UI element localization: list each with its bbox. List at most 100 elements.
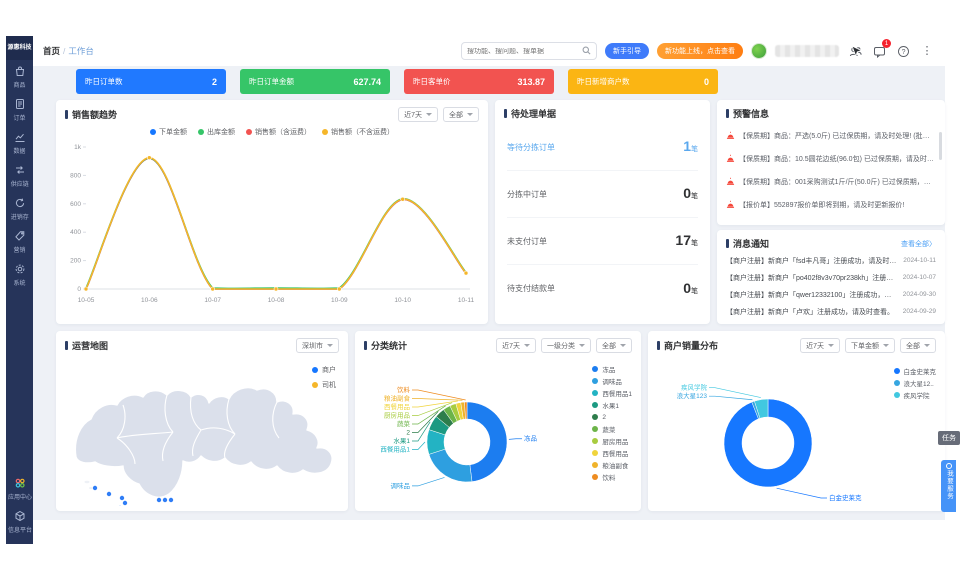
data-point[interactable] (463, 270, 469, 276)
legend-item[interactable]: 出库金额 (198, 127, 235, 137)
data-point[interactable] (210, 286, 215, 292)
search-input[interactable] (467, 47, 582, 55)
notice-item[interactable]: 【商户注册】新商户「qwer12332100」注册成功，请及时查.. 2024-… (726, 291, 936, 299)
alert-item[interactable]: 【保质期】商品：001采购测试1斤/斤(50.0斤) 已过保质期，请及时处... (726, 170, 936, 193)
stat-label: 昨日订单金额 (249, 77, 294, 86)
legend-item[interactable]: 西餐用品 (592, 447, 632, 459)
legend-item[interactable]: 冻品 (592, 363, 632, 375)
legend-item[interactable]: 疾风学院 (893, 389, 937, 401)
legend-item[interactable]: 西餐用品1 (592, 387, 632, 399)
notice-item[interactable]: 【商户注册】新商户「po402f8v3v70pr238kh」注册成功，请.. 2… (726, 274, 936, 282)
label-line (412, 398, 463, 401)
alert-item[interactable]: 【保质期】商品：10.5圆花边纸(96.0包) 已过保质期，请及时处理 (批..… (726, 147, 936, 170)
donut-slice[interactable] (723, 398, 813, 488)
guide-button[interactable]: 新手引导 (605, 43, 649, 59)
chevron-down-icon (467, 113, 473, 116)
data-point[interactable] (400, 196, 405, 202)
data-point[interactable] (147, 155, 152, 160)
help-icon[interactable]: ? (895, 43, 911, 59)
promo-button[interactable]: 新功能上线，点击查看 (657, 43, 743, 59)
slice-label: 2 (406, 430, 410, 437)
operations-map-panel: 运营地图 深圳市 商户 司机 (56, 331, 348, 511)
global-search[interactable] (461, 42, 597, 60)
legend-dot (893, 368, 900, 374)
scope-select[interactable]: 全部 (900, 338, 936, 353)
notice-item[interactable]: 【商户注册】新商户「fsd丰凡哥」注册成功，请及时查看。 2024-10-11 (726, 257, 936, 265)
donut-slice[interactable] (466, 401, 508, 482)
legend-item[interactable]: 白金史莱克 (893, 365, 936, 377)
donut-slice[interactable] (428, 448, 473, 483)
donut-slice[interactable] (754, 398, 769, 419)
task-tab[interactable]: 任务 (938, 431, 960, 445)
slice-label: 西餐用品1 (380, 445, 410, 454)
sidebar-item-system[interactable]: 系统 (6, 258, 33, 291)
title-accent (504, 109, 507, 118)
scope-select[interactable]: 全部 (443, 107, 479, 122)
title-accent (657, 341, 660, 350)
sidebar-item-label: 订单 (13, 115, 26, 122)
more-menu-icon[interactable]: ⋮ (921, 45, 933, 57)
donut-slice[interactable] (464, 401, 468, 420)
range-select[interactable]: 近7天 (398, 107, 438, 122)
legend-item[interactable]: 蔬菜 (592, 423, 632, 435)
label-line (776, 487, 827, 499)
legend-item-driver[interactable]: 司机 (312, 380, 336, 390)
legend-dot (592, 426, 599, 432)
legend-item[interactable]: 销售额（含运费） (246, 127, 311, 137)
alert-item[interactable]: 【报价单】552897报价单即将到期，请及时更新报价! (726, 193, 936, 216)
legend-item[interactable]: 销售额（不含运费） (322, 127, 394, 137)
scrollbar-thumb[interactable] (939, 132, 942, 160)
stat-label: 昨日新增商户数 (577, 77, 630, 86)
pending-row-waiting-sort[interactable]: 等待分拣订单 1笔 (507, 124, 698, 171)
sidebar-item-label: 数据 (13, 148, 26, 155)
sidebar-item-label: 进销存 (10, 214, 29, 221)
sales-line-chart: 1k 800 600 400 200 0 10-05 10-06 10-07 10-08 10-09… (70, 144, 474, 304)
sidebar-item-data[interactable]: 数据 (6, 126, 33, 159)
alert-item[interactable]: 【保质期】商品：严选(5.0斤) 已过保质期，请及时处理! (批次号：T10..… (726, 124, 936, 147)
svg-text:10-05: 10-05 (78, 297, 95, 304)
notice-item[interactable]: 【商户注册】新商户「卢欢」注册成功，请及时查看。 2024-09-29 (726, 308, 936, 316)
chevron-down-icon (828, 344, 834, 347)
service-tab[interactable]: 我要服务 (941, 460, 956, 512)
legend-item[interactable]: 调味品 (592, 375, 632, 387)
line-series (85, 157, 467, 290)
panel-title: 分类统计 (364, 339, 407, 352)
city-select[interactable]: 深圳市 (296, 338, 339, 353)
scope-select[interactable]: 全部 (596, 338, 632, 353)
data-point[interactable] (337, 286, 342, 292)
legend-item[interactable]: 下单金额 (150, 127, 187, 137)
label-line (709, 395, 753, 401)
chevron-down-icon (579, 344, 585, 347)
range-select[interactable]: 近7天 (800, 338, 840, 353)
legend-item[interactable]: 饮料 (592, 471, 632, 483)
app-logo: 源惠科技 (6, 36, 33, 60)
legend-item[interactable]: 厨房用品 (592, 435, 632, 447)
pending-row-unpaid-settlement[interactable]: 待支付结款单 0笔 (507, 279, 698, 296)
legend-item-merchant[interactable]: 商户 (312, 365, 336, 375)
data-point[interactable] (273, 286, 279, 292)
view-all-link[interactable]: 查看全部〉 (901, 240, 936, 248)
sidebar-item-orders[interactable]: 订单 (6, 93, 33, 126)
pending-row-unpaid-orders[interactable]: 未支付订单 17笔 (507, 218, 698, 265)
legend-item[interactable]: 水果1 (592, 399, 632, 411)
message-icon[interactable]: 1 (871, 39, 891, 59)
category-level-select[interactable]: 一级分类 (541, 338, 591, 353)
data-point[interactable] (83, 286, 89, 292)
breadcrumb-home[interactable]: 首页 (43, 46, 61, 56)
sidebar-item-app-center[interactable]: 应用中心 (6, 472, 33, 505)
legend-item[interactable]: 2 (592, 411, 632, 423)
sidebar-item-supply-chain[interactable]: 供应链 (6, 159, 33, 192)
metric-select[interactable]: 下单金额 (845, 338, 895, 353)
legend-item[interactable]: 粮油副食 (592, 459, 632, 471)
sidebar-item-marketing[interactable]: 营销 (6, 225, 33, 258)
legend-item[interactable]: 浪大星12.. (893, 377, 937, 389)
search-icon[interactable] (582, 42, 591, 60)
username-redacted[interactable] (775, 45, 839, 57)
range-select[interactable]: 近7天 (496, 338, 536, 353)
avatar[interactable] (751, 43, 767, 59)
label-line (412, 411, 439, 433)
pending-row-sorting[interactable]: 分拣中订单 0笔 (507, 171, 698, 218)
sidebar-item-goods[interactable]: 商品 (6, 60, 33, 93)
sidebar-item-info-platform[interactable]: 信息平台 (6, 505, 33, 538)
sidebar-item-inventory[interactable]: 进销存 (6, 192, 33, 225)
